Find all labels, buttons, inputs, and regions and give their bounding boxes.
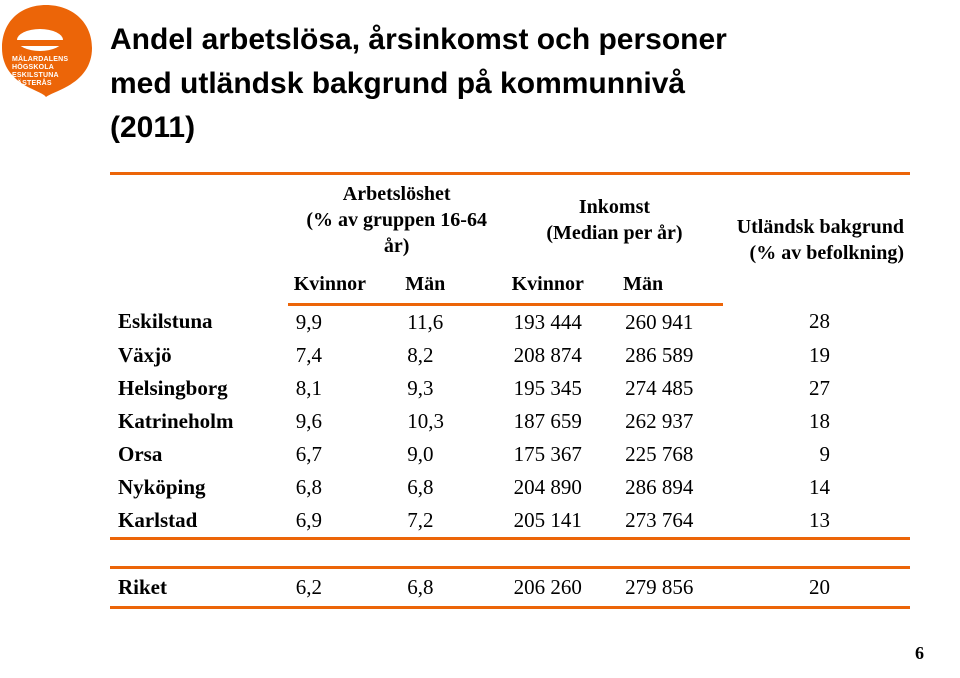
- cell-value: 18: [723, 405, 910, 438]
- cell-value: 9,6: [288, 405, 400, 438]
- cell-city: Eskilstuna: [110, 305, 288, 340]
- cell-value: 286 589: [617, 339, 723, 372]
- cell-value: 14: [723, 471, 910, 504]
- table-row: Eskilstuna9,911,6193 444260 94128: [110, 305, 910, 340]
- cell-value: 19: [723, 339, 910, 372]
- cell-value: 206 260: [506, 568, 618, 608]
- cell-value: 262 937: [617, 405, 723, 438]
- cell-value: 9: [723, 438, 910, 471]
- table-row: Orsa6,79,0175 367225 7689: [110, 438, 910, 471]
- cell-value: 187 659: [506, 405, 618, 438]
- title-line-1: Andel arbetslösa, årsinkomst och persone…: [110, 23, 727, 56]
- th-utlandsk: Utländsk bakgrund (% av befolkning): [723, 174, 910, 305]
- cell-value: 10,3: [399, 405, 505, 438]
- cell-value: 260 941: [617, 305, 723, 340]
- th-arbetsloshet-l3: år): [384, 235, 410, 257]
- page-number: 6: [915, 643, 924, 664]
- cell-value: 7,4: [288, 339, 400, 372]
- cell-value: 205 141: [506, 504, 618, 537]
- logo-blob: MÄLARDALENS HÖGSKOLA ESKILSTUNA VÄSTERÅS: [2, 4, 92, 98]
- table-row: Riket6,26,8206 260279 85620: [110, 568, 910, 608]
- table-row: Katrineholm9,610,3187 659262 93718: [110, 405, 910, 438]
- table-row: Växjö7,48,2208 874286 58919: [110, 339, 910, 372]
- cell-value: 225 768: [617, 438, 723, 471]
- slide-content: Andel arbetslösa, årsinkomst och persone…: [110, 18, 910, 609]
- th-sub-kvinnor-2: Kvinnor: [506, 265, 618, 305]
- cell-value: 9,3: [399, 372, 505, 405]
- cell-city: Nyköping: [110, 471, 288, 504]
- title-line-2: med utländsk bakgrund på kommunnivå: [110, 67, 685, 100]
- cell-city: Helsingborg: [110, 372, 288, 405]
- cell-value: 286 894: [617, 471, 723, 504]
- cell-value: 9,9: [288, 305, 400, 340]
- title-line-3: (2011): [110, 111, 195, 144]
- th-arbetsloshet: Arbetslöshet (% av gruppen 16-64 år): [288, 174, 506, 266]
- cell-value: 6,7: [288, 438, 400, 471]
- cell-value: 11,6: [399, 305, 505, 340]
- cell-value: 8,2: [399, 339, 505, 372]
- cell-value: 195 345: [506, 372, 618, 405]
- th-sub-man-2: Män: [617, 265, 723, 305]
- logo-text: MÄLARDALENS HÖGSKOLA ESKILSTUNA VÄSTERÅS: [12, 56, 92, 88]
- logo-line-1: MÄLARDALENS HÖGSKOLA: [12, 56, 92, 72]
- cell-value: 273 764: [617, 504, 723, 537]
- cell-value: 204 890: [506, 471, 618, 504]
- cell-value: 6,8: [399, 471, 505, 504]
- cell-city: Riket: [110, 568, 288, 608]
- cell-value: 9,0: [399, 438, 505, 471]
- th-inkomst-l1: Inkomst: [579, 196, 650, 218]
- cell-value: 279 856: [617, 568, 723, 608]
- cell-value: 20: [723, 568, 910, 608]
- cell-city: Orsa: [110, 438, 288, 471]
- slide-title: Andel arbetslösa, årsinkomst och persone…: [110, 18, 910, 150]
- cell-city: Katrineholm: [110, 405, 288, 438]
- cell-value: 6,8: [288, 471, 400, 504]
- cell-value: 175 367: [506, 438, 618, 471]
- cell-value: 208 874: [506, 339, 618, 372]
- th-sub-man-1: Män: [399, 265, 505, 305]
- cell-value: 27: [723, 372, 910, 405]
- cell-city: Växjö: [110, 339, 288, 372]
- cell-value: 13: [723, 504, 910, 537]
- cell-value: 274 485: [617, 372, 723, 405]
- th-inkomst-l2: (Median per år): [546, 222, 682, 244]
- th-arbetsloshet-l2: (% av gruppen 16-64: [306, 209, 487, 231]
- cell-city: Karlstad: [110, 504, 288, 537]
- cell-value: 193 444: [506, 305, 618, 340]
- data-table: Arbetslöshet (% av gruppen 16-64 år) Ink…: [110, 172, 910, 609]
- logo-line-2: ESKILSTUNA VÄSTERÅS: [12, 72, 92, 88]
- cell-value: 6,8: [399, 568, 505, 608]
- table-row: Nyköping6,86,8204 890286 89414: [110, 471, 910, 504]
- cell-value: 28: [723, 305, 910, 340]
- table-row: Karlstad6,97,2205 141273 76413: [110, 504, 910, 537]
- th-arbetsloshet-l1: Arbetslöshet: [343, 183, 451, 205]
- table-row: Helsingborg8,19,3195 345274 48527: [110, 372, 910, 405]
- cell-value: 6,2: [288, 568, 400, 608]
- table-body: Eskilstuna9,911,6193 444260 94128Växjö7,…: [110, 305, 910, 608]
- th-utlandsk-l1: Utländsk bakgrund: [737, 216, 904, 238]
- cell-value: 6,9: [288, 504, 400, 537]
- cell-value: 8,1: [288, 372, 400, 405]
- th-utlandsk-l2: (% av befolkning): [750, 242, 904, 264]
- row-spacer: [110, 539, 910, 568]
- th-sub-kvinnor-1: Kvinnor: [288, 265, 400, 305]
- th-inkomst: Inkomst (Median per år): [506, 174, 724, 266]
- th-empty: [110, 174, 288, 305]
- cell-value: 7,2: [399, 504, 505, 537]
